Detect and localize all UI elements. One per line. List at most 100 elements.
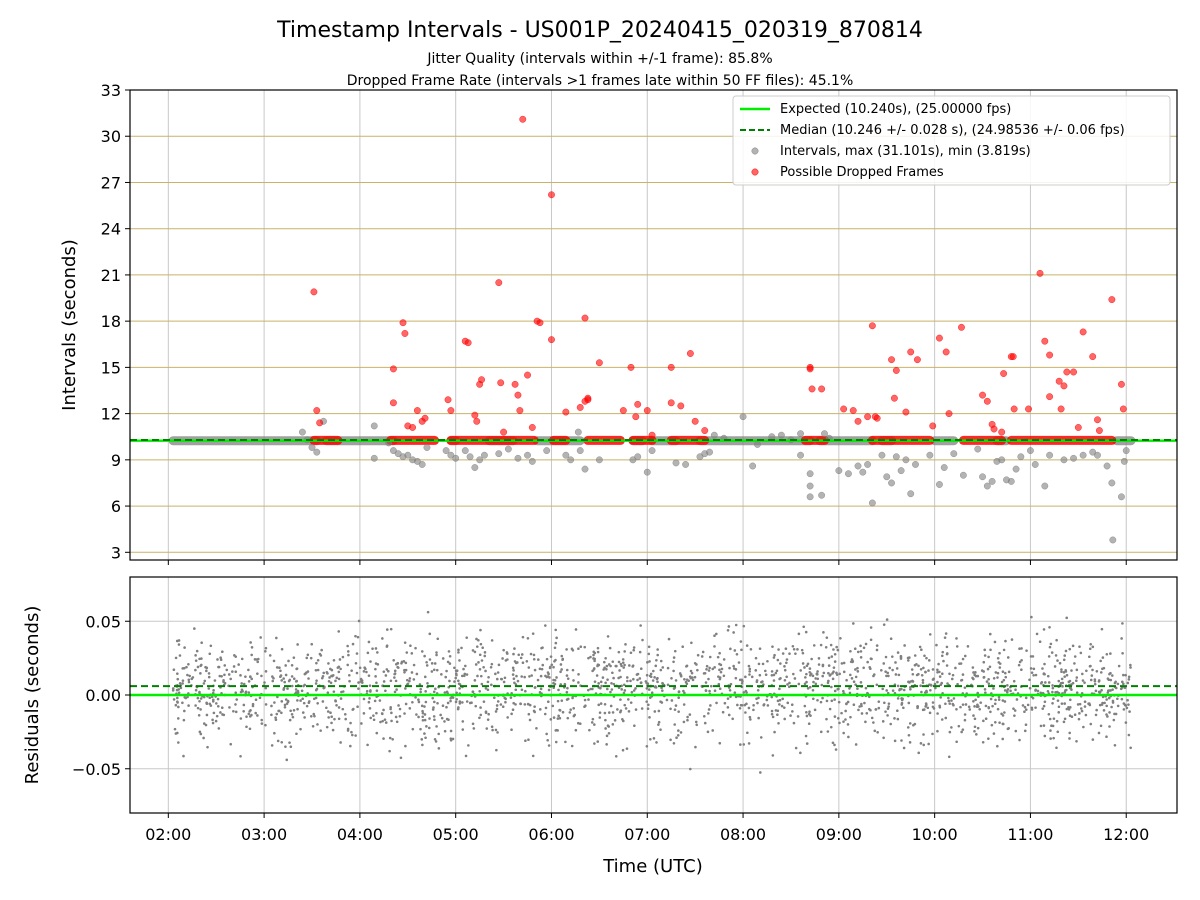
residual-point <box>1047 681 1051 684</box>
residual-point <box>804 734 808 738</box>
residual-point <box>1084 713 1088 717</box>
residual-point <box>756 688 760 692</box>
residual-point <box>833 698 836 701</box>
residual-point <box>315 661 318 665</box>
residual-point <box>836 648 840 652</box>
residual-point <box>284 698 288 701</box>
interval-point <box>926 451 934 459</box>
residual-point <box>260 674 263 678</box>
residual-point <box>745 644 749 647</box>
residual-point <box>754 656 758 660</box>
residual-point <box>872 721 875 724</box>
interval-point <box>562 451 570 459</box>
residual-point <box>484 687 488 690</box>
residual-point <box>1034 689 1037 692</box>
residual-point <box>955 645 959 648</box>
residual-point <box>1095 670 1099 673</box>
residual-point <box>1043 700 1047 704</box>
residual-point <box>782 706 786 709</box>
dropped-frame-point <box>1074 424 1082 431</box>
residual-point <box>216 704 220 708</box>
dropped-frame-point <box>1063 368 1071 376</box>
residual-point <box>593 723 596 726</box>
residual-point <box>1051 690 1054 694</box>
residual-point <box>1097 680 1101 683</box>
top-y-tick-label: 21 <box>101 266 121 285</box>
residual-point <box>885 618 889 621</box>
residual-point <box>479 706 482 709</box>
residual-point <box>555 676 558 679</box>
residual-point <box>341 690 345 693</box>
residual-point <box>1032 667 1036 671</box>
residual-point <box>786 683 789 686</box>
interval-point <box>576 447 584 455</box>
residual-point <box>870 716 874 720</box>
residual-point <box>318 652 322 656</box>
residual-point <box>272 659 276 663</box>
residual-point <box>1097 731 1101 735</box>
residual-point <box>707 677 710 681</box>
dropped-frame-point <box>562 408 570 416</box>
residual-point <box>464 754 468 758</box>
bottom-y-tick-label: 0.05 <box>85 612 121 631</box>
residual-point <box>490 725 494 729</box>
residual-point <box>1055 746 1058 750</box>
residual-point <box>339 697 343 700</box>
interval-point <box>370 422 378 430</box>
residual-point <box>961 657 965 661</box>
dropped-frame-point <box>313 407 321 414</box>
residual-point <box>1113 712 1116 716</box>
residual-point <box>833 715 837 718</box>
residual-point <box>757 716 760 720</box>
residual-point <box>174 656 178 660</box>
residual-point <box>842 670 846 674</box>
residual-point <box>693 675 697 679</box>
residual-point <box>813 708 817 712</box>
residual-point <box>326 691 330 694</box>
residual-point <box>527 712 531 716</box>
residual-point <box>1006 687 1010 691</box>
residual-point <box>1099 659 1102 663</box>
residual-point <box>597 682 600 685</box>
residual-point <box>348 679 351 683</box>
residual-point <box>833 660 837 663</box>
residual-point <box>614 664 618 668</box>
residual-point <box>934 686 937 690</box>
residual-point <box>619 709 623 712</box>
residual-point <box>896 684 900 688</box>
residual-point <box>417 698 420 702</box>
residual-point <box>932 677 935 681</box>
residual-point <box>617 676 620 680</box>
residual-point <box>816 698 819 702</box>
residual-point <box>740 681 744 685</box>
residual-point <box>1071 681 1075 685</box>
residual-point <box>209 704 213 707</box>
residual-point <box>648 660 651 663</box>
dropped-frame-point <box>1089 353 1097 361</box>
residual-point <box>453 666 456 670</box>
residual-point <box>1120 697 1124 701</box>
residual-point <box>1039 691 1042 695</box>
residual-point <box>955 740 958 744</box>
residual-point <box>936 712 939 715</box>
interval-point <box>574 428 582 436</box>
residual-point <box>356 635 360 639</box>
residual-point <box>283 680 286 684</box>
residual-point <box>425 664 429 667</box>
residual-point <box>1101 656 1105 659</box>
residual-point <box>355 652 359 655</box>
residual-point <box>530 674 534 677</box>
residual-point <box>819 643 823 647</box>
residual-point <box>783 678 787 682</box>
residual-point <box>207 675 211 679</box>
residual-point <box>187 678 191 682</box>
residual-point <box>403 668 406 672</box>
residual-point <box>437 747 441 750</box>
residual-point <box>783 717 787 721</box>
chart-title: Timestamp Intervals - US001P_20240415_02… <box>276 18 923 43</box>
residual-point <box>532 657 536 661</box>
residual-point <box>359 677 363 681</box>
residual-point <box>417 700 421 704</box>
residual-point <box>239 674 242 677</box>
interval-point <box>988 477 996 485</box>
